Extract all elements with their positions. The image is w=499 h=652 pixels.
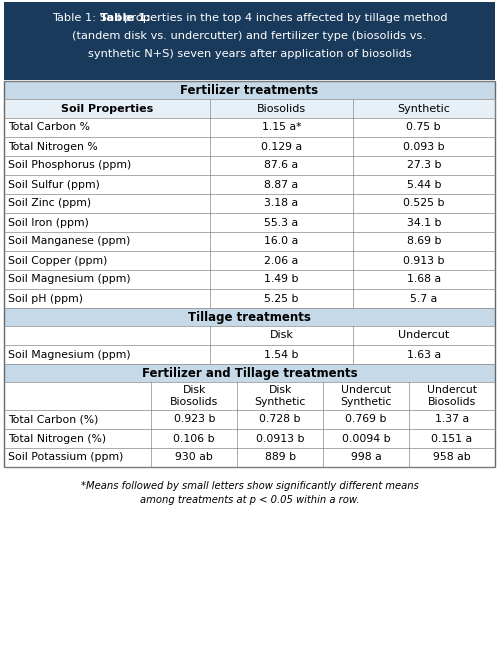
Bar xyxy=(4,270,495,289)
Text: Fertilizer treatments: Fertilizer treatments xyxy=(181,83,318,96)
Text: 5.7 a: 5.7 a xyxy=(410,293,438,303)
Text: 930 ab: 930 ab xyxy=(175,452,213,462)
Text: Synthetic: Synthetic xyxy=(397,104,450,113)
Bar xyxy=(4,99,495,118)
Text: 8.69 b: 8.69 b xyxy=(407,237,441,246)
Text: 0.151 a: 0.151 a xyxy=(432,434,473,443)
Bar xyxy=(4,448,495,467)
Text: 0.728 b: 0.728 b xyxy=(259,415,301,424)
Text: 5.44 b: 5.44 b xyxy=(407,179,441,190)
Text: Disk
Synthetic: Disk Synthetic xyxy=(254,385,306,408)
Bar xyxy=(4,194,495,213)
Text: Undercut
Biosolids: Undercut Biosolids xyxy=(427,385,477,408)
Text: 958 ab: 958 ab xyxy=(433,452,471,462)
Text: Total Nitrogen (%): Total Nitrogen (%) xyxy=(8,434,106,443)
Text: 1.49 b: 1.49 b xyxy=(264,274,299,284)
Text: Biosolids: Biosolids xyxy=(257,104,306,113)
Text: 2.06 a: 2.06 a xyxy=(264,256,298,265)
Text: Fertilizer and Tillage treatments: Fertilizer and Tillage treatments xyxy=(142,366,357,379)
Text: Soil Potassium (ppm): Soil Potassium (ppm) xyxy=(8,452,123,462)
Text: 34.1 b: 34.1 b xyxy=(407,218,441,228)
Text: Soil Copper (ppm): Soil Copper (ppm) xyxy=(8,256,107,265)
Bar xyxy=(4,2,495,80)
Text: 0.525 b: 0.525 b xyxy=(403,198,445,209)
Bar xyxy=(4,429,495,448)
Bar xyxy=(4,251,495,270)
Text: Soil Magnesium (ppm): Soil Magnesium (ppm) xyxy=(8,349,131,359)
Text: 0.093 b: 0.093 b xyxy=(403,141,445,151)
Text: 0.0094 b: 0.0094 b xyxy=(342,434,390,443)
Text: Total Nitrogen %: Total Nitrogen % xyxy=(8,141,98,151)
Bar xyxy=(4,308,495,326)
Text: Soil Zinc (ppm): Soil Zinc (ppm) xyxy=(8,198,91,209)
Text: 55.3 a: 55.3 a xyxy=(264,218,298,228)
Text: 1.54 b: 1.54 b xyxy=(264,349,299,359)
Text: 5.25 b: 5.25 b xyxy=(264,293,299,303)
Bar xyxy=(4,382,495,410)
Text: 1.63 a: 1.63 a xyxy=(407,349,441,359)
Text: 1.37 a: 1.37 a xyxy=(435,415,469,424)
Text: 1.15 a*: 1.15 a* xyxy=(261,123,301,132)
Text: Soil pH (ppm): Soil pH (ppm) xyxy=(8,293,83,303)
Bar xyxy=(4,410,495,429)
Bar xyxy=(4,137,495,156)
Text: Soil Iron (ppm): Soil Iron (ppm) xyxy=(8,218,89,228)
Bar xyxy=(4,156,495,175)
Bar xyxy=(4,175,495,194)
Text: 27.3 b: 27.3 b xyxy=(407,160,441,171)
Text: Soil Properties: Soil Properties xyxy=(61,104,153,113)
Text: 0.923 b: 0.923 b xyxy=(174,415,215,424)
Text: Soil Magnesium (ppm): Soil Magnesium (ppm) xyxy=(8,274,131,284)
Bar xyxy=(4,81,495,467)
Text: 8.87 a: 8.87 a xyxy=(264,179,298,190)
Text: 3.18 a: 3.18 a xyxy=(264,198,298,209)
Text: Total Carbon (%): Total Carbon (%) xyxy=(8,415,98,424)
Text: 0.913 b: 0.913 b xyxy=(403,256,445,265)
Text: Undercut
Synthetic: Undercut Synthetic xyxy=(340,385,392,408)
Bar xyxy=(4,118,495,137)
Text: 0.0913 b: 0.0913 b xyxy=(256,434,304,443)
Text: Soil Phosphorus (ppm): Soil Phosphorus (ppm) xyxy=(8,160,131,171)
Bar xyxy=(4,232,495,251)
Text: Undercut: Undercut xyxy=(398,331,450,340)
Text: 1.68 a: 1.68 a xyxy=(407,274,441,284)
Text: Table 1: Soil properties in the top 4 inches affected by tillage method: Table 1: Soil properties in the top 4 in… xyxy=(52,13,447,23)
Text: (tandem disk vs. undercutter) and fertilizer type (biosolids vs.: (tandem disk vs. undercutter) and fertil… xyxy=(72,31,427,41)
Text: 0.769 b: 0.769 b xyxy=(345,415,387,424)
Text: 87.6 a: 87.6 a xyxy=(264,160,298,171)
Text: 889 b: 889 b xyxy=(264,452,296,462)
Bar xyxy=(4,345,495,364)
Text: 998 a: 998 a xyxy=(351,452,382,462)
Text: 0.75 b: 0.75 b xyxy=(407,123,441,132)
Text: Disk: Disk xyxy=(269,331,293,340)
Text: 16.0 a: 16.0 a xyxy=(264,237,298,246)
Bar xyxy=(4,289,495,308)
Text: Total Carbon %: Total Carbon % xyxy=(8,123,90,132)
Text: Disk
Biosolids: Disk Biosolids xyxy=(170,385,219,408)
Bar xyxy=(4,213,495,232)
Text: *Means followed by small letters show significantly different means
among treatm: *Means followed by small letters show si… xyxy=(80,481,419,505)
Text: Table 1:: Table 1: xyxy=(100,13,151,23)
Bar xyxy=(4,326,495,345)
Text: Soil Sulfur (ppm): Soil Sulfur (ppm) xyxy=(8,179,100,190)
Bar xyxy=(4,81,495,99)
Bar xyxy=(4,364,495,382)
Text: 0.106 b: 0.106 b xyxy=(174,434,215,443)
Text: synthetic N+S) seven years after application of biosolids: synthetic N+S) seven years after applica… xyxy=(88,49,411,59)
Text: Tillage treatments: Tillage treatments xyxy=(188,310,311,323)
Text: Soil Manganese (ppm): Soil Manganese (ppm) xyxy=(8,237,130,246)
Text: 0.129 a: 0.129 a xyxy=(261,141,302,151)
